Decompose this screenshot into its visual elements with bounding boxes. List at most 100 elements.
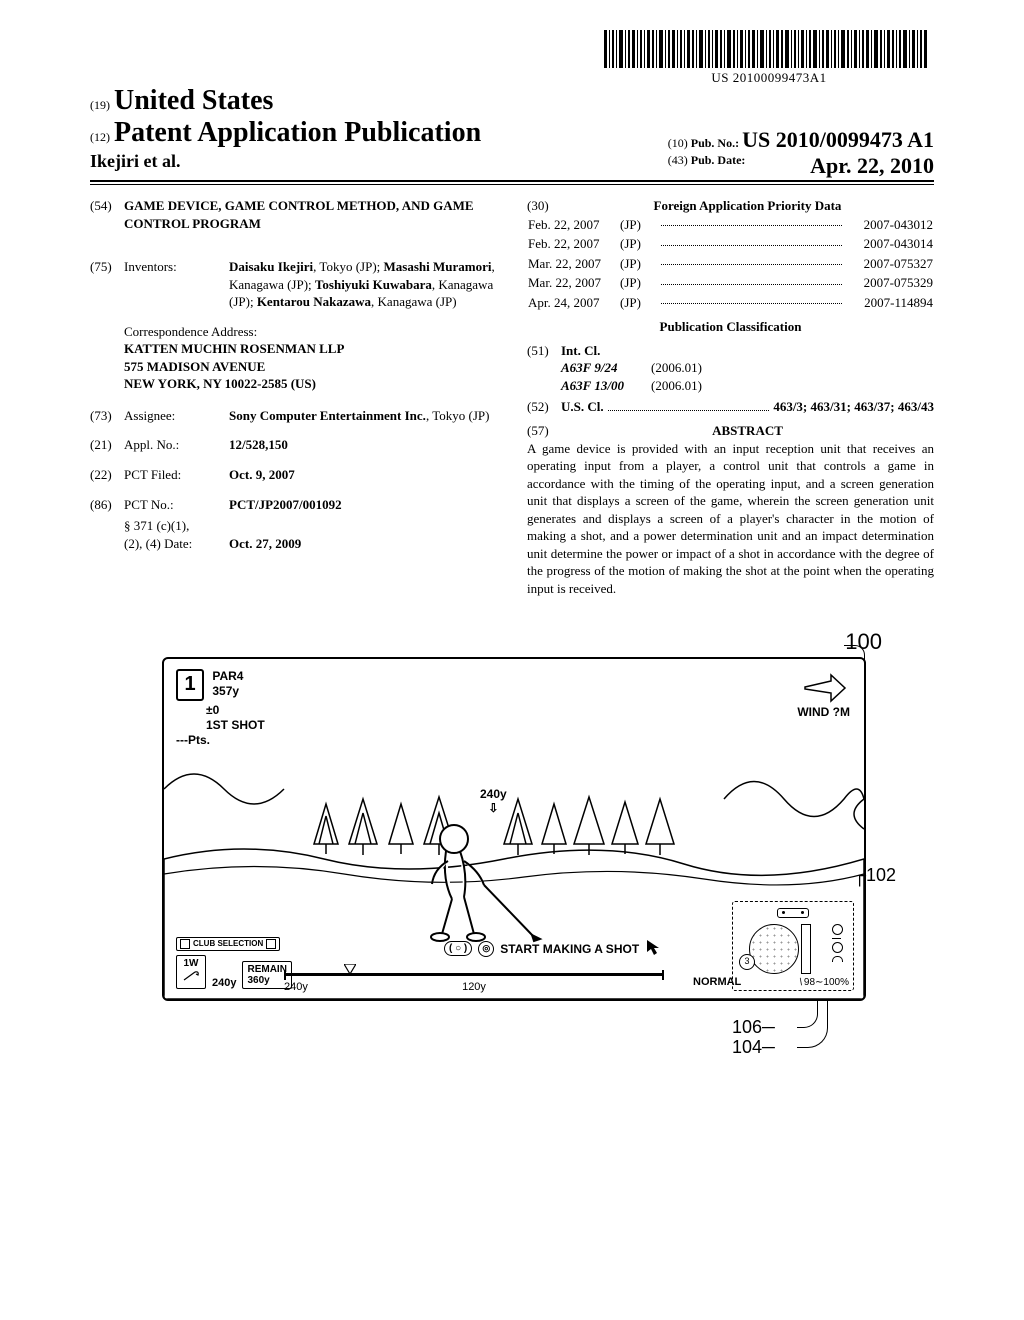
figure: 100 <box>142 637 882 1057</box>
code-12: (12) <box>90 130 110 144</box>
club-name: 1W <box>177 958 205 970</box>
right-column: (30) Foreign Application Priority Data F… <box>527 197 934 597</box>
cursor-arrow-icon <box>645 938 663 959</box>
s371-label: § 371 (c)(1), <box>124 517 229 535</box>
code-19: (19) <box>90 98 110 112</box>
inventors-label: Inventors: <box>124 258 229 311</box>
code-30: (30) <box>527 197 561 215</box>
shoulder-buttons-icon <box>777 908 809 918</box>
pctfiled: Oct. 9, 2007 <box>229 466 497 484</box>
priority-row: Mar. 22, 2007(JP)2007-075327 <box>527 254 934 274</box>
pctfiled-label: PCT Filed: <box>124 466 229 484</box>
code-22: (22) <box>90 466 124 484</box>
uscl-block: (52) U.S. Cl. 463/3; 463/31; 463/37; 463… <box>527 398 934 416</box>
prompt-text: START MAKING A SHOT <box>500 942 639 956</box>
code-57: (57) <box>527 422 561 440</box>
rule-thin <box>90 184 934 185</box>
square-icon <box>266 939 276 949</box>
bar-left-label: 240y <box>284 981 308 993</box>
code-54: (54) <box>90 197 124 246</box>
ball-icon <box>749 924 799 974</box>
pubno: US 2010/0099473 A1 <box>742 127 934 152</box>
corr-line-1: KATTEN MUCHIN ROSENMAN LLP <box>124 341 344 356</box>
priority-table: Feb. 22, 2007(JP)2007-043012Feb. 22, 200… <box>527 215 934 313</box>
pubdate: Apr. 22, 2010 <box>810 153 934 179</box>
points: ---Pts. <box>176 733 265 748</box>
code-86: (86) <box>90 496 124 514</box>
field-title: (54) GAME DEVICE, GAME CONTROL METHOD, A… <box>90 197 497 246</box>
bar-mid-label: 120y <box>462 981 486 993</box>
square-icon <box>180 939 190 949</box>
club-selection: CLUB SELECTION <box>176 937 280 951</box>
priority-heading-row: (30) Foreign Application Priority Data <box>527 197 934 215</box>
shot-count: 1ST SHOT <box>206 718 265 732</box>
hud-bottom-left: CLUB SELECTION 1W 240y REMAIN 360y <box>176 937 292 989</box>
code-73: (73) <box>90 407 124 425</box>
country: United States <box>114 85 273 116</box>
ref-104: 104─ <box>732 1037 775 1058</box>
field-applno: (21) Appl. No.: 12/528,150 <box>90 436 497 454</box>
field-assignee: (73) Assignee: Sony Computer Entertainme… <box>90 407 497 425</box>
uscl-values: 463/3; 463/31; 463/37; 463/43 <box>773 398 934 416</box>
game-screen: 1 PAR4 357y ±0 1ST SHOT ---Pts. 240y ⇩ <box>162 657 866 1001</box>
field-inventors: (75) Inventors: Daisaku Ikejiri, Tokyo (… <box>90 258 497 311</box>
score: ±0 <box>206 703 219 717</box>
code-75: (75) <box>90 258 124 311</box>
assignee-body: Sony Computer Entertainment Inc., Tokyo … <box>229 407 497 425</box>
invention-title: GAME DEVICE, GAME CONTROL METHOD, AND GA… <box>124 197 497 232</box>
intcl-row-2: A63F 13/00 (2006.01) <box>561 377 934 395</box>
field-s371-date: (2), (4) Date: Oct. 27, 2009 <box>90 535 497 553</box>
remain-label: REMAIN <box>247 964 286 975</box>
ref-104-leader <box>797 999 828 1048</box>
priority-row: Feb. 22, 2007(JP)2007-043012 <box>527 215 934 235</box>
dots-leader <box>608 403 770 411</box>
pctno-label: PCT No.: <box>124 496 229 514</box>
code-21: (21) <box>90 436 124 454</box>
power-meter <box>801 924 811 974</box>
s371-date: Oct. 27, 2009 <box>229 535 497 553</box>
barcode-block: US 20100099473A1 <box>604 30 934 86</box>
abstract-heading-row: (57) ABSTRACT <box>527 422 934 440</box>
priority-heading: Foreign Application Priority Data <box>561 197 934 215</box>
bar-marker-icon <box>344 961 356 979</box>
priority-row: Mar. 22, 2007(JP)2007-075329 <box>527 273 934 293</box>
par-label: PAR4 <box>212 669 243 683</box>
intcl-block: (51) Int. Cl. A63F 9/24 (2006.01) A63F 1… <box>527 342 934 395</box>
mode-box: 3 NORMAL /98∼100% <box>732 901 854 991</box>
button-icon: ( ○ ) <box>444 941 472 956</box>
mode-dots <box>832 924 843 962</box>
priority-row: Apr. 24, 2007(JP)2007-114894 <box>527 293 934 313</box>
hole-dist: 357y <box>212 684 239 698</box>
ref-102: ┌102 <box>853 865 896 886</box>
pubdate-label: Pub. Date: <box>691 153 746 167</box>
inventors-body: Daisaku Ikejiri, Tokyo (JP); Masashi Mur… <box>229 258 497 311</box>
s371-date-label: (2), (4) Date: <box>124 535 229 553</box>
code-51: (51) <box>527 342 561 395</box>
ref-106: 106─ <box>732 1017 775 1038</box>
applno: 12/528,150 <box>229 436 497 454</box>
corr-line-3: NEW YORK, NY 10022-2585 (US) <box>124 376 316 391</box>
pubclass-heading: Publication Classification <box>527 318 934 336</box>
correspondence-address: Correspondence Address: KATTEN MUCHIN RO… <box>124 323 497 393</box>
club-icon <box>181 970 201 982</box>
left-column: (54) GAME DEVICE, GAME CONTROL METHOD, A… <box>90 197 497 597</box>
abstract-text: A game device is provided with an input … <box>527 440 934 598</box>
mode-normal: NORMAL <box>693 976 741 988</box>
mid-marker-value: 240y <box>480 787 507 801</box>
wind-indicator: WIND ?M <box>797 673 850 719</box>
distance-bar: 240y 120y <box>284 967 664 987</box>
figure-wrap: 100 <box>90 637 934 1057</box>
club-sel-label: CLUB SELECTION <box>193 940 263 948</box>
hole-number: 1 <box>176 669 204 701</box>
down-arrow-icon: ⇩ <box>488 801 498 815</box>
remain-value: 360y <box>247 975 269 986</box>
intcl-label: Int. Cl. <box>561 342 934 360</box>
corr-line-2: 575 MADISON AVENUE <box>124 359 265 374</box>
priority-row: Feb. 22, 2007(JP)2007-043014 <box>527 234 934 254</box>
code-52: (52) <box>527 398 561 416</box>
barcode-icon <box>604 30 934 68</box>
shot-prompt: ( ○ ) ◎ START MAKING A SHOT <box>444 938 663 959</box>
field-s371: § 371 (c)(1), <box>90 517 497 535</box>
abstract-title: ABSTRACT <box>561 422 934 440</box>
mode-step: 3 <box>739 954 755 970</box>
